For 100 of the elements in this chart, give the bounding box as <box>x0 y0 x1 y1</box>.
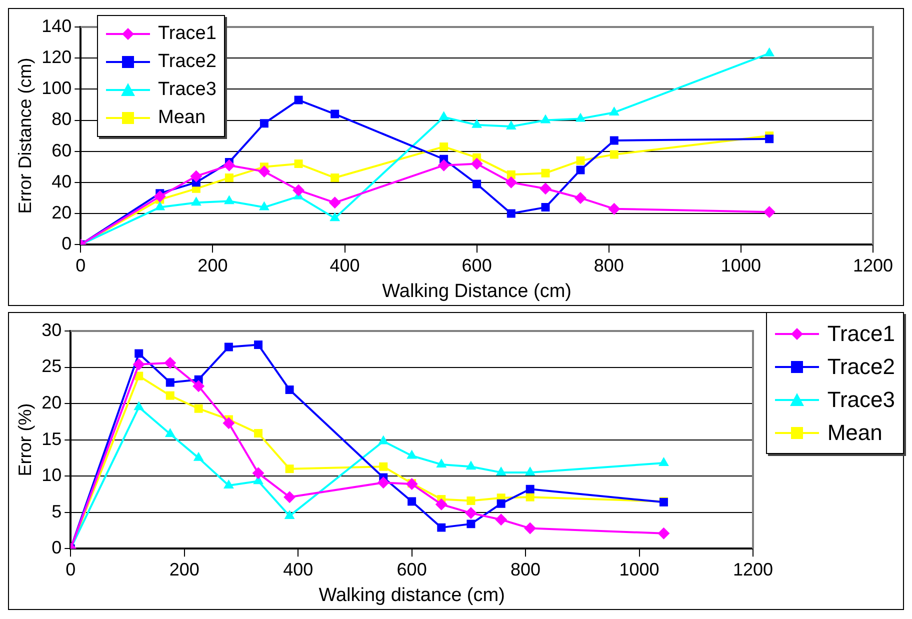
point <box>328 196 341 209</box>
point <box>539 182 552 195</box>
x-tick-label: 1200 <box>732 559 774 580</box>
point <box>576 166 585 174</box>
y-tick-label: 15 <box>42 428 62 449</box>
point <box>472 118 482 128</box>
point <box>254 429 263 438</box>
point <box>285 464 294 474</box>
y-tick-label: 80 <box>52 109 72 130</box>
point <box>192 380 205 392</box>
point <box>294 96 303 104</box>
y-tick-label: 5 <box>52 501 62 522</box>
point <box>252 467 264 480</box>
point <box>259 201 270 210</box>
point <box>260 119 268 128</box>
point <box>464 507 477 520</box>
legend-label: Mean <box>827 420 882 446</box>
point <box>224 479 234 488</box>
x-tick-label: 1000 <box>720 255 761 276</box>
x-axis-title: Walking distance (cm) <box>318 584 505 606</box>
y-tick-label: 20 <box>42 392 62 412</box>
point <box>466 460 476 470</box>
point <box>223 159 236 172</box>
point <box>164 428 176 437</box>
y-tick-label: 40 <box>52 171 72 192</box>
point <box>576 156 585 165</box>
y-tick-label: 120 <box>42 47 72 68</box>
y-tick-label: 100 <box>42 78 72 98</box>
point <box>224 195 234 204</box>
point <box>438 111 449 120</box>
point <box>765 134 774 144</box>
point <box>134 401 144 410</box>
point <box>408 497 416 506</box>
point <box>190 170 202 182</box>
y-axis-title: Error (%) <box>14 403 35 476</box>
point <box>224 174 234 182</box>
point <box>193 452 204 461</box>
point <box>194 404 203 413</box>
point <box>470 158 483 170</box>
point <box>330 110 340 118</box>
x-tick-label: 800 <box>510 559 541 580</box>
legend-label: Trace1 <box>158 23 216 45</box>
x-tick-label: 600 <box>462 255 492 276</box>
point <box>222 417 235 430</box>
point <box>132 358 145 370</box>
point <box>466 520 476 528</box>
point <box>658 527 670 540</box>
point <box>496 466 506 476</box>
point <box>406 478 418 490</box>
point <box>437 523 446 532</box>
point <box>292 184 305 196</box>
point <box>164 356 176 369</box>
point <box>134 349 144 358</box>
point <box>608 106 620 116</box>
point <box>575 112 586 122</box>
point <box>610 150 618 159</box>
point <box>764 47 775 56</box>
legend-label: Trace2 <box>158 51 216 73</box>
y-tick-label: 25 <box>42 356 62 376</box>
point <box>440 142 448 151</box>
point <box>294 160 303 168</box>
y-tick-label: 0 <box>52 538 62 558</box>
point <box>506 209 516 218</box>
point <box>285 386 294 394</box>
y-axis-title: Error Distance (cm) <box>14 58 35 214</box>
point <box>406 450 418 459</box>
x-tick-label: 800 <box>594 255 624 276</box>
point <box>377 476 390 489</box>
legend-label: Trace2 <box>827 354 895 380</box>
point <box>526 484 534 494</box>
y-tick-label: 140 <box>42 16 72 36</box>
x-tick-label: 0 <box>76 255 86 276</box>
point <box>541 168 550 178</box>
legend-label: Trace3 <box>827 386 895 412</box>
point <box>610 136 618 145</box>
x-tick-label: 600 <box>396 559 427 580</box>
point <box>254 340 263 350</box>
point <box>466 496 476 505</box>
x-tick-label: 400 <box>330 255 360 276</box>
point <box>524 466 536 476</box>
point <box>166 391 174 400</box>
x-tick-label: 1000 <box>619 559 660 580</box>
point <box>224 342 233 352</box>
point <box>330 174 340 182</box>
point <box>330 212 340 222</box>
point <box>472 180 482 188</box>
point <box>506 120 516 130</box>
point <box>154 201 166 210</box>
point <box>574 192 586 204</box>
x-tick-label: 200 <box>169 559 200 580</box>
point <box>496 499 506 508</box>
point <box>166 378 174 387</box>
y-tick-label: 30 <box>42 320 62 340</box>
x-axis-title: Walking Distance (cm) <box>382 280 572 302</box>
legend-label: Trace3 <box>158 79 216 101</box>
point <box>284 510 295 519</box>
point <box>540 114 551 124</box>
point <box>658 457 669 466</box>
legend-label: Mean <box>158 107 206 129</box>
point <box>495 514 508 526</box>
